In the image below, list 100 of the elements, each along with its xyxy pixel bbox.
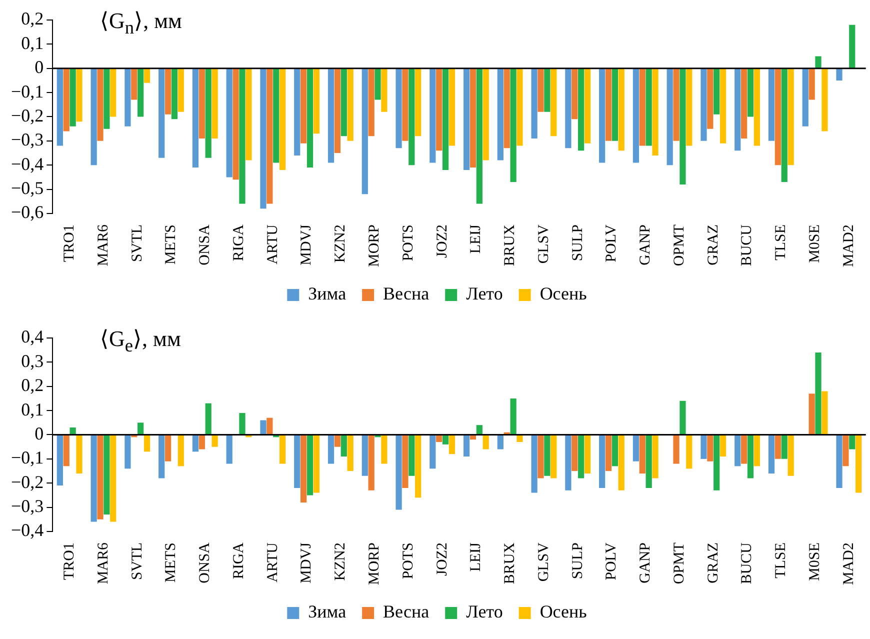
bar [328,68,334,163]
bar [680,68,686,184]
bar [381,68,388,112]
bar [313,68,320,134]
x-tick-label: TLSE [773,542,790,578]
bar [144,68,150,83]
legend-label: Весна [383,602,430,622]
bar [408,435,415,476]
x-tick-label: POTS [400,542,416,580]
bar [192,435,199,452]
x-tick-label: BUCU [739,542,756,584]
legend-label: Лето [466,602,503,622]
x-tick-label: ONSA [197,542,214,584]
bar [747,435,754,478]
bar [544,68,550,112]
bar [396,68,402,148]
bar [362,68,368,194]
y-tick-label: −0,4 [10,154,44,174]
x-tick-label: M0SE [806,224,823,263]
x-tick-label: MDVJ [298,542,315,584]
x-tick-label: OPMT [671,542,688,584]
bar [90,68,97,166]
bar [482,68,489,160]
bar [836,68,842,80]
bar [402,68,408,141]
bar [646,68,652,146]
y-tick-label: 0,1 [21,32,44,53]
bar [652,435,658,478]
bar [707,68,714,129]
bar [97,68,104,141]
bar [239,412,246,434]
bar [198,435,205,450]
bar [856,435,862,493]
bar [822,391,828,434]
bar [374,68,381,100]
bar [612,435,618,466]
bar [164,68,172,114]
x-tick-label: BRUX [502,542,518,584]
y-tick-label: 0,1 [21,399,44,420]
bar [578,435,584,478]
bar [531,68,538,139]
bar [56,68,63,146]
legend-label: Осень [540,602,587,622]
bar [144,435,150,452]
bar [192,68,199,168]
y-tick-label: −0,2 [10,472,44,492]
bar [497,435,504,450]
bar [334,68,340,154]
bar [306,68,314,168]
bar [138,422,144,434]
bar [788,68,794,166]
bar [550,435,557,478]
bar [550,68,557,136]
x-tick-label: OPMT [671,224,688,266]
bar [294,435,300,488]
bar [430,435,436,469]
y-tick-label: −0,6 [10,202,44,222]
y-tick-label: 0 [34,57,44,78]
bar [476,68,482,204]
x-tick-label: GRAZ [705,542,722,584]
bar [266,68,273,204]
legend-label: Весна [383,284,430,304]
bar [205,68,212,158]
x-tick-label: MAR6 [95,224,112,266]
x-tick-label: JOZ2 [434,224,450,258]
bar [294,68,300,156]
bar [720,435,726,457]
bar [340,68,347,136]
bar [178,435,184,466]
x-tick-label: MAR6 [95,542,112,584]
x-tick-label: POLV [604,542,620,580]
bar [76,435,82,474]
x-tick-label: TLSE [773,224,790,260]
bar [686,68,692,146]
bar [734,68,741,151]
y-tick-label: −0,3 [10,130,44,150]
x-tick-label: KZN2 [332,224,349,263]
bar [239,68,246,204]
bar [138,68,144,117]
bar [430,68,436,163]
bar [158,435,165,478]
bar [605,68,612,141]
bar [63,68,70,132]
bar [510,398,516,434]
x-tick-label: SVTL [129,542,146,580]
bar [538,68,544,112]
bar [605,435,612,472]
y-tick-label: 0,4 [21,326,44,347]
bar [531,435,538,493]
y-tick-label: −0,2 [10,105,44,126]
y-tick-label: 0,3 [21,350,44,371]
bar [808,68,815,100]
x-tick-label: METS [163,542,180,582]
bar [707,435,714,462]
x-tick-label: M0SE [806,542,823,581]
x-tick-label: POLV [604,224,620,262]
bar [700,68,707,141]
x-tick-label: SULP [570,224,586,262]
bar [808,394,815,434]
bar [124,435,131,469]
